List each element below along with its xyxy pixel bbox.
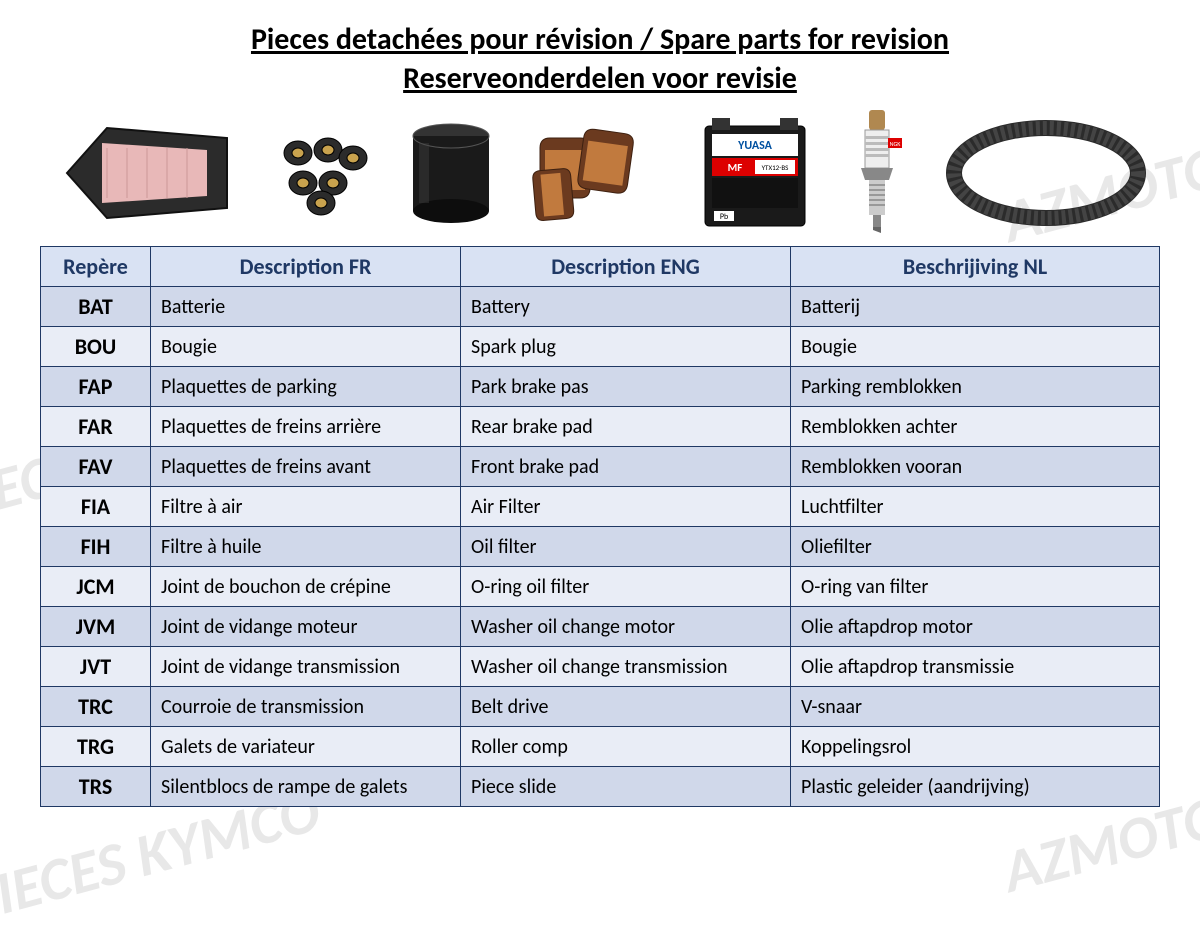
- belt-image: [932, 118, 1160, 228]
- svg-text:NGK: NGK: [890, 140, 902, 148]
- parts-table: Repère Description FR Description ENG Be…: [40, 246, 1160, 807]
- cell-code: FAV: [41, 447, 151, 487]
- cell-nl: Luchtfilter: [791, 487, 1160, 527]
- spark-plug-image: NGK: [830, 108, 924, 238]
- rollers-image: [262, 128, 383, 218]
- cell-en: Piece slide: [461, 767, 791, 807]
- table-row: FAPPlaquettes de parkingPark brake pasPa…: [41, 367, 1160, 407]
- svg-text:YTX12-BS: YTX12-BS: [762, 163, 789, 172]
- cell-fr: Bougie: [151, 327, 461, 367]
- header-en: Description ENG: [461, 247, 791, 287]
- cell-en: O-ring oil filter: [461, 567, 791, 607]
- table-row: JVMJoint de vidange moteurWasher oil cha…: [41, 607, 1160, 647]
- header-fr: Description FR: [151, 247, 461, 287]
- oil-filter-image: [391, 118, 512, 228]
- cell-fr: Batterie: [151, 287, 461, 327]
- cell-code: BOU: [41, 327, 151, 367]
- cell-nl: V-snaar: [791, 687, 1160, 727]
- header-code: Repère: [41, 247, 151, 287]
- cell-nl: Olie aftapdrop transmissie: [791, 647, 1160, 687]
- cell-en: Battery: [461, 287, 791, 327]
- table-row: BATBatterieBatteryBatterij: [41, 287, 1160, 327]
- cell-en: Spark plug: [461, 327, 791, 367]
- cell-en: Washer oil change motor: [461, 607, 791, 647]
- cell-en: Washer oil change transmission: [461, 647, 791, 687]
- cell-code: TRG: [41, 727, 151, 767]
- cell-code: FAP: [41, 367, 151, 407]
- cell-nl: Remblokken achter: [791, 407, 1160, 447]
- cell-nl: Oliefilter: [791, 527, 1160, 567]
- parts-images-row: YUASA MF YTX12-BS Pb NGK: [40, 108, 1160, 238]
- cell-fr: Plaquettes de freins arrière: [151, 407, 461, 447]
- table-row: FARPlaquettes de freins arrièreRear brak…: [41, 407, 1160, 447]
- cell-nl: Batterij: [791, 287, 1160, 327]
- table-row: FIAFiltre à airAir FilterLuchtfilter: [41, 487, 1160, 527]
- cell-code: FIA: [41, 487, 151, 527]
- cell-fr: Courroie de transmission: [151, 687, 461, 727]
- cell-code: BAT: [41, 287, 151, 327]
- cell-en: Oil filter: [461, 527, 791, 567]
- cell-fr: Plaquettes de freins avant: [151, 447, 461, 487]
- svg-text:YUASA: YUASA: [737, 139, 773, 153]
- cell-code: JVM: [41, 607, 151, 647]
- cell-fr: Joint de vidange transmission: [151, 647, 461, 687]
- cell-en: Rear brake pad: [461, 407, 791, 447]
- cell-code: TRC: [41, 687, 151, 727]
- cell-fr: Filtre à air: [151, 487, 461, 527]
- cell-nl: Olie aftapdrop motor: [791, 607, 1160, 647]
- cell-code: FAR: [41, 407, 151, 447]
- svg-text:MF: MF: [728, 161, 743, 174]
- svg-text:Pb: Pb: [720, 212, 728, 222]
- cell-nl: Plastic geleider (aandrijving): [791, 767, 1160, 807]
- cell-en: Belt drive: [461, 687, 791, 727]
- cell-fr: Joint de vidange moteur: [151, 607, 461, 647]
- title-line-2: Reserveonderdelen voor revisie: [403, 60, 797, 97]
- cell-fr: Plaquettes de parking: [151, 367, 461, 407]
- table-row: TRCCourroie de transmissionBelt driveV-s…: [41, 687, 1160, 727]
- table-row: JVTJoint de vidange transmissionWasher o…: [41, 647, 1160, 687]
- table-row: FIHFiltre à huileOil filterOliefilter: [41, 527, 1160, 567]
- brake-pads-image: [520, 123, 681, 223]
- cell-nl: Koppelingsrol: [791, 727, 1160, 767]
- cell-fr: Joint de bouchon de crépine: [151, 567, 461, 607]
- cell-en: Roller comp: [461, 727, 791, 767]
- cell-nl: Bougie: [791, 327, 1160, 367]
- battery-image: YUASA MF YTX12-BS Pb: [688, 116, 822, 231]
- table-row: TRGGalets de variateurRoller compKoppeli…: [41, 727, 1160, 767]
- table-row: BOUBougieSpark plugBougie: [41, 327, 1160, 367]
- cell-nl: Remblokken vooran: [791, 447, 1160, 487]
- cell-en: Air Filter: [461, 487, 791, 527]
- table-row: JCMJoint de bouchon de crépineO-ring oil…: [41, 567, 1160, 607]
- title-line-1: Pieces detachées pour révision / Spare p…: [251, 21, 949, 58]
- air-filter-image: [40, 118, 254, 228]
- cell-fr: Galets de variateur: [151, 727, 461, 767]
- table-row: TRSSilentblocs de rampe de galetsPiece s…: [41, 767, 1160, 807]
- cell-nl: Parking remblokken: [791, 367, 1160, 407]
- cell-code: FIH: [41, 527, 151, 567]
- cell-nl: O-ring van filter: [791, 567, 1160, 607]
- cell-fr: Filtre à huile: [151, 527, 461, 567]
- cell-fr: Silentblocs de rampe de galets: [151, 767, 461, 807]
- table-header-row: Repère Description FR Description ENG Be…: [41, 247, 1160, 287]
- table-row: FAVPlaquettes de freins avantFront brake…: [41, 447, 1160, 487]
- cell-code: JVT: [41, 647, 151, 687]
- cell-en: Park brake pas: [461, 367, 791, 407]
- cell-code: TRS: [41, 767, 151, 807]
- header-nl: Beschrijiving NL: [791, 247, 1160, 287]
- page-title: Pieces detachées pour révision / Spare p…: [40, 20, 1160, 98]
- cell-en: Front brake pad: [461, 447, 791, 487]
- cell-code: JCM: [41, 567, 151, 607]
